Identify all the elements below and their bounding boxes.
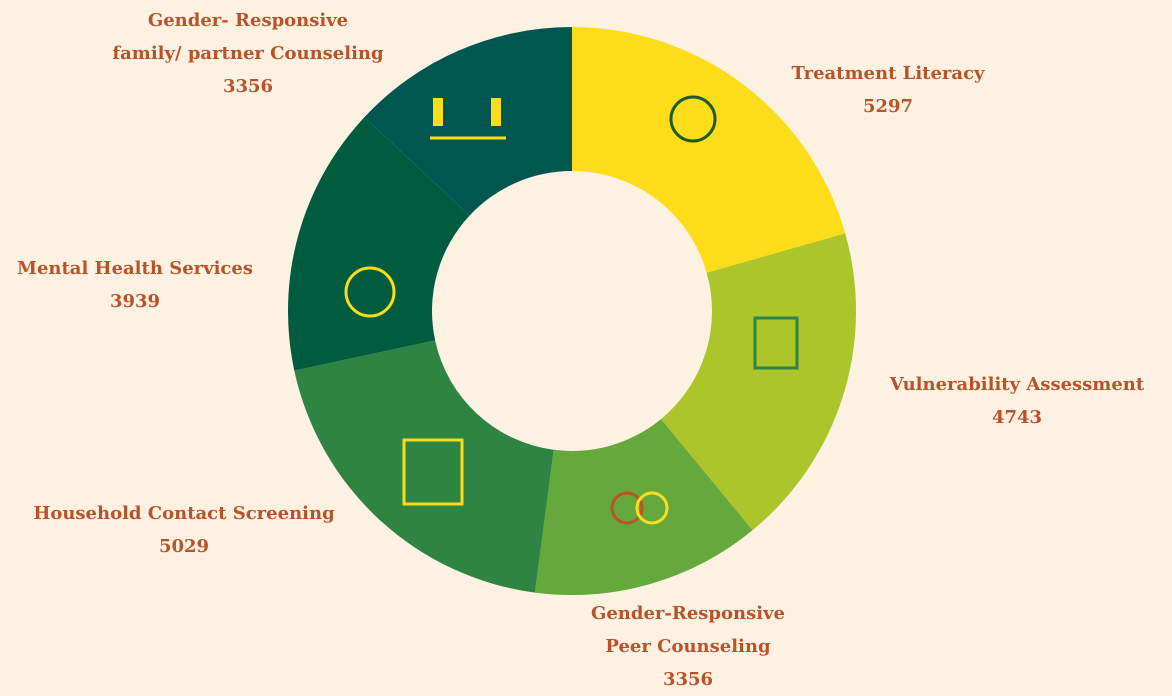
icon-mental: [344, 266, 396, 318]
slice: [660, 233, 856, 531]
slice-label: Vulnerability Assessment 4743: [807, 368, 1172, 434]
icon-peer-male: [610, 491, 644, 525]
slice: [534, 419, 753, 595]
slice: [572, 27, 846, 273]
icon-screening: [402, 438, 464, 506]
slice-label: Household Contact Screening 5029: [0, 497, 394, 563]
value-label: 5297: [862, 96, 914, 117]
category-label: Household Contact Screening: [33, 503, 335, 524]
icon-peer-female: [635, 491, 669, 525]
value-label: 5029: [158, 536, 210, 557]
slice: [294, 340, 554, 593]
value-label: 3356: [222, 76, 274, 97]
slice-label: Gender- Responsive family/ partner Couns…: [38, 4, 458, 103]
slice-label: Mental Health Services 3939: [0, 252, 345, 318]
icon-literacy: [669, 95, 717, 143]
category-label: Gender-Responsive Peer Counseling: [590, 603, 785, 657]
slice-label: Treatment Literacy 5297: [678, 57, 1098, 123]
icon-woman: [491, 98, 501, 126]
category-label: Mental Health Services: [17, 258, 253, 279]
value-label: 3356: [662, 669, 714, 690]
slice-label: Gender-Responsive Peer Counseling 3356: [478, 597, 898, 696]
icons: [344, 95, 799, 525]
slice: [287, 117, 470, 371]
icon-assessment: [753, 316, 799, 370]
value-label: 3939: [109, 291, 161, 312]
category-label: Treatment Literacy: [791, 63, 985, 84]
slices: [287, 27, 856, 595]
category-label: Vulnerability Assessment: [889, 374, 1145, 395]
slice: [364, 27, 572, 216]
value-label: 4743: [991, 407, 1043, 428]
icon-man: [433, 98, 443, 126]
category-label: Gender- Responsive family/ partner Couns…: [112, 10, 384, 64]
